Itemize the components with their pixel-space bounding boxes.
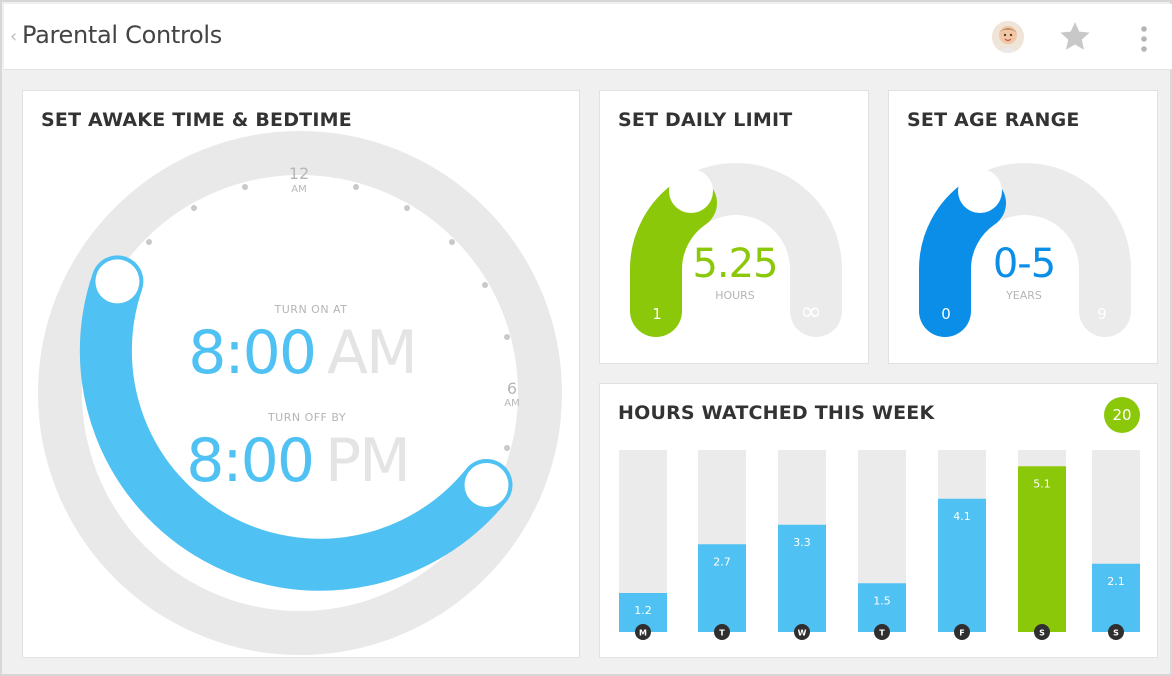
weekly-total-badge: 20 — [1104, 397, 1140, 433]
awake-bedtime-title: SET AWAKE TIME & BEDTIME — [41, 109, 352, 131]
bar-value-label: 4.1 — [953, 510, 971, 523]
turn-on-time[interactable]: 8:00 — [188, 318, 317, 388]
limit-unit: HOURS — [715, 289, 755, 302]
bar[interactable] — [858, 583, 906, 632]
turn-off-label: TURN OFF BY — [267, 411, 346, 424]
day-label: T — [719, 629, 725, 638]
age-range-gauge: 0-5 YEARS 0 9 — [919, 163, 1131, 337]
bar[interactable] — [1092, 563, 1140, 632]
limit-min-label: 1 — [652, 305, 662, 323]
app-header: ‹ Parental Controls — [4, 4, 1172, 70]
day-label: W — [798, 629, 807, 638]
bar-value-label: 2.1 — [1107, 575, 1125, 588]
bar-value-label: 1.2 — [634, 604, 652, 617]
daily-limit-card: SET DAILY LIMIT 5.25 HOURS 1 ∞ — [599, 90, 869, 364]
bar[interactable] — [698, 544, 746, 632]
age-min-label: 0 — [941, 305, 951, 323]
age-range-title: SET AGE RANGE — [907, 109, 1080, 131]
turn-off-time[interactable]: 8:00 — [186, 426, 315, 496]
hours-watched-title: HOURS WATCHED THIS WEEK — [618, 402, 935, 424]
page-title: Parental Controls — [22, 21, 222, 49]
sleep-dial: 12 AM 6 AM TURN ON AT 8:00 AM TURN OFF B… — [38, 131, 562, 655]
age-range-card: SET AGE RANGE 0-5 YEARS 0 9 — [888, 90, 1158, 364]
daily-limit-gauge: 5.25 HOURS 1 ∞ — [630, 163, 842, 337]
back-chevron-icon[interactable]: ‹ — [10, 26, 18, 47]
wake-handle[interactable] — [95, 259, 140, 304]
bar-value-label: 3.3 — [793, 536, 811, 549]
awake-bedtime-card: SET AWAKE TIME & BEDTIME 12 AM 6 AM TURN — [22, 90, 580, 658]
day-label: T — [879, 629, 885, 638]
bar-value-label: 2.7 — [713, 555, 731, 568]
turn-on-meridiem: AM — [327, 318, 416, 388]
avatar[interactable] — [992, 21, 1024, 53]
day-label: S — [1113, 629, 1119, 638]
more-vert-icon[interactable] — [1132, 24, 1156, 54]
dial-track — [38, 131, 562, 655]
bar-value-label: 1.5 — [873, 594, 891, 607]
day-label: S — [1039, 629, 1045, 638]
day-marker — [874, 624, 890, 640]
hours-watched-card: HOURS WATCHED THIS WEEK 20 1.2 M 2.7 T 3.3 W 1… — [599, 383, 1158, 658]
age-fill — [919, 177, 1006, 337]
dial-label-6-meridiem: AM — [504, 398, 519, 409]
awake-arc — [79, 255, 513, 591]
day-marker — [714, 624, 730, 640]
dial-label-12: 12 — [289, 164, 309, 183]
bar[interactable] — [938, 498, 986, 632]
day-marker — [635, 624, 651, 640]
dial-hour-dots — [146, 184, 510, 451]
bar[interactable] — [1018, 466, 1066, 632]
daily-limit-title: SET DAILY LIMIT — [618, 109, 793, 131]
day-marker — [1108, 624, 1124, 640]
age-unit: YEARS — [1005, 289, 1042, 302]
day-marker — [954, 624, 970, 640]
bar-value-label: 5.1 — [1033, 477, 1051, 490]
day-marker — [1034, 624, 1050, 640]
dial-label-12-meridiem: AM — [291, 184, 306, 195]
day-label: M — [639, 629, 647, 638]
limit-value: 5.25 — [692, 241, 777, 287]
limit-fill — [630, 177, 717, 337]
day-marker — [794, 624, 810, 640]
limit-max-label: ∞ — [800, 297, 822, 327]
dial-label-6: 6 — [507, 379, 517, 398]
age-value: 0-5 — [993, 241, 1055, 287]
day-label: F — [959, 629, 964, 638]
bed-handle[interactable] — [464, 463, 509, 507]
weekly-bar-chart: 1.2 M 2.7 T 3.3 W 1.5 T 4.1 F 5.1 S 2.1 S — [619, 450, 1140, 640]
age-max-label: 9 — [1097, 305, 1107, 323]
turn-off-meridiem: PM — [325, 426, 409, 496]
limit-handle[interactable] — [669, 169, 713, 213]
turn-on-label: TURN ON AT — [274, 303, 348, 316]
age-handle[interactable] — [958, 169, 1002, 213]
star-icon[interactable] — [1058, 20, 1092, 54]
bar[interactable] — [778, 524, 826, 632]
